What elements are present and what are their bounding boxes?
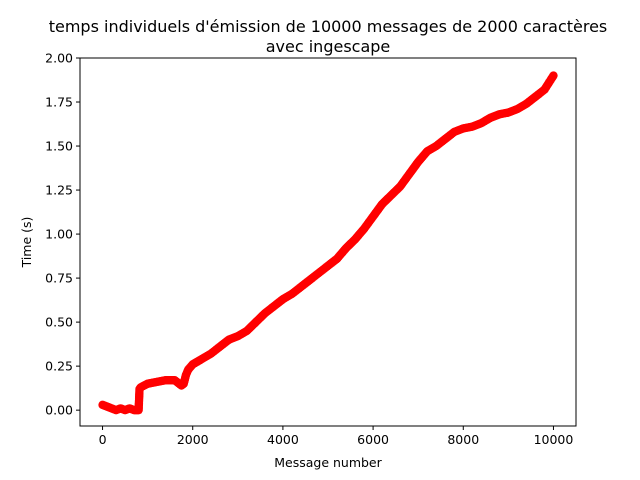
chart-title-line-1: temps individuels d'émission de 10000 me… [49, 17, 608, 36]
x-tick-label: 6000 [357, 432, 389, 447]
x-axis-label: Message number [274, 455, 382, 470]
data-points [98, 71, 558, 415]
y-tick-label: 0.25 [45, 359, 73, 374]
y-tick-label: 1.25 [45, 183, 73, 198]
y-tick-label: 1.50 [45, 139, 73, 154]
x-tick-label: 8000 [447, 432, 479, 447]
y-axis: 0.00 0.25 0.50 0.75 1.00 1.25 1.50 1.75 2.00 [45, 51, 80, 418]
y-tick-label: 2.00 [45, 51, 73, 66]
x-tick-label: 4000 [267, 432, 299, 447]
y-axis-label: Time (s) [19, 217, 34, 269]
data-point [549, 71, 558, 80]
y-tick-label: 0.75 [45, 271, 73, 286]
y-tick-label: 1.75 [45, 95, 73, 110]
y-tick-label: 0.50 [45, 315, 73, 330]
x-tick-label: 2000 [177, 432, 209, 447]
y-tick-label: 0.00 [45, 403, 73, 418]
x-tick-label: 10000 [534, 432, 574, 447]
x-axis: 0 2000 4000 6000 8000 10000 [99, 426, 574, 447]
chart-title-line-2: avec ingescape [266, 37, 391, 56]
plot-frame [79, 57, 577, 427]
y-tick-label: 1.00 [45, 227, 73, 242]
x-tick-label: 0 [99, 432, 107, 447]
